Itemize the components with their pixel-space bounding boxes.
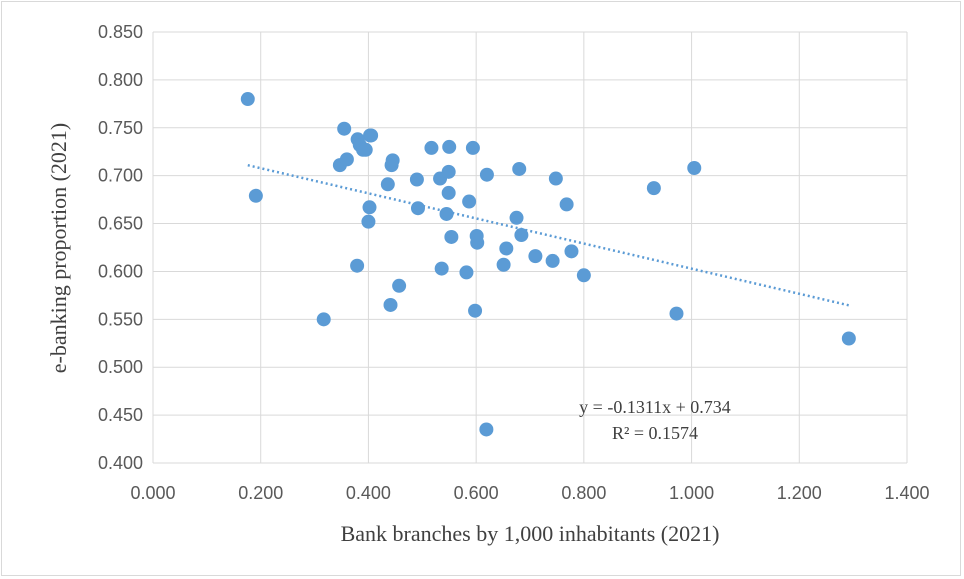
data-point [337, 121, 352, 136]
data-point [479, 422, 494, 437]
data-point [444, 229, 459, 244]
data-point [361, 214, 376, 229]
y-tick-label: 0.800 [98, 70, 143, 90]
x-tick-label: 1.400 [884, 483, 929, 503]
data-points [240, 92, 856, 437]
r-squared-label: R² = 0.1574 [612, 423, 698, 443]
data-point [669, 306, 684, 321]
data-point [462, 194, 477, 209]
trendline-equation: y = -0.1311x + 0.734 [579, 397, 731, 417]
data-point [496, 257, 511, 272]
data-point [468, 303, 483, 318]
data-point [499, 241, 514, 256]
x-tick-label: 0.800 [561, 483, 606, 503]
data-point [441, 164, 456, 179]
data-point [358, 142, 373, 157]
data-point [248, 188, 263, 203]
data-point [470, 235, 485, 250]
y-tick-label: 0.500 [98, 357, 143, 377]
x-tick-label: 0.400 [346, 483, 391, 503]
data-point [350, 258, 365, 273]
data-point [441, 185, 456, 200]
y-tick-label: 0.750 [98, 118, 143, 138]
data-point [564, 244, 579, 259]
data-point [409, 172, 424, 187]
data-point [439, 206, 454, 221]
data-point [509, 210, 524, 225]
y-tick-label: 0.550 [98, 309, 143, 329]
data-point [339, 152, 354, 167]
x-tick-labels: 0.000 0.200 0.400 0.600 0.800 1.000 1.200 1.400 [130, 483, 929, 503]
y-tick-label: 0.400 [98, 453, 143, 473]
data-point [442, 139, 457, 154]
y-tick-label: 0.450 [98, 405, 143, 425]
data-point [545, 253, 560, 268]
y-tick-label: 0.600 [98, 261, 143, 281]
data-point [465, 140, 480, 155]
data-point [646, 181, 661, 196]
data-point [687, 161, 702, 176]
data-point [316, 312, 331, 327]
data-point [512, 161, 527, 176]
x-tick-label: 0.000 [130, 483, 175, 503]
data-point [362, 200, 377, 215]
y-tick-label: 0.850 [98, 22, 143, 42]
data-point [410, 201, 425, 216]
x-axis-title: Bank branches by 1,000 inhabitants (2021… [341, 521, 720, 546]
data-point [424, 140, 439, 155]
data-point [548, 171, 563, 186]
data-point [576, 268, 591, 283]
trendline [247, 163, 850, 307]
data-point [459, 265, 474, 280]
data-point [385, 153, 400, 168]
data-point [364, 128, 379, 143]
data-point [240, 92, 255, 107]
data-point [559, 197, 574, 212]
x-tick-label: 1.200 [777, 483, 822, 503]
data-point [479, 167, 494, 182]
x-tick-label: 0.600 [454, 483, 499, 503]
data-point [434, 261, 449, 276]
gridlines [152, 31, 908, 464]
data-point [383, 297, 398, 312]
data-point [528, 249, 543, 264]
data-point [392, 278, 407, 293]
data-point [841, 331, 856, 346]
y-axis-title: e-banking proportion (2021) [46, 123, 71, 374]
data-point [514, 228, 529, 243]
data-point [380, 177, 395, 192]
x-tick-label: 1.000 [669, 483, 714, 503]
y-tick-labels: 0.400 0.450 0.500 0.550 0.600 0.650 0.700 0.750… [98, 22, 143, 473]
y-tick-label: 0.700 [98, 166, 143, 186]
y-tick-label: 0.650 [98, 214, 143, 234]
x-tick-label: 0.200 [238, 483, 283, 503]
